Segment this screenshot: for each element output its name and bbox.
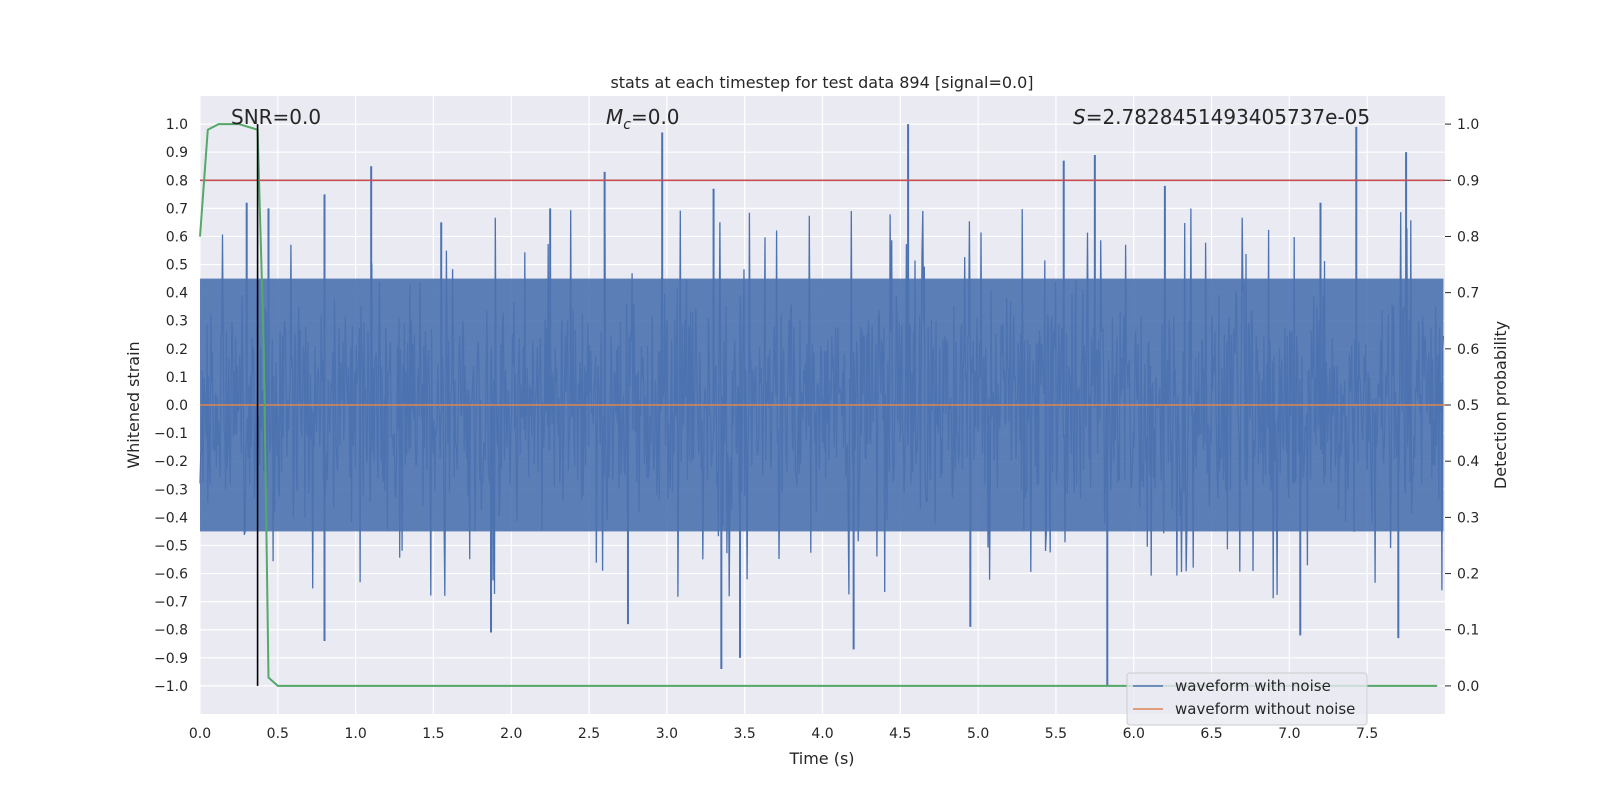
x-tick-label: 6.5 <box>1200 726 1222 742</box>
legend-label-without-noise: waveform without noise <box>1175 700 1355 718</box>
y-left-tick-label: −0.9 <box>154 651 188 667</box>
mc-symbol: M <box>606 105 623 129</box>
y-left-tick-label: 0.5 <box>166 258 188 274</box>
y-left-tick-label: −1.0 <box>154 679 188 695</box>
x-axis-label: Time (s) <box>788 749 854 768</box>
x-tick-label: 3.5 <box>734 726 756 742</box>
x-tick-label: 0.5 <box>267 726 289 742</box>
y-left-tick-label: −0.3 <box>154 482 188 498</box>
legend-box <box>1126 672 1368 726</box>
x-tick-label: 7.5 <box>1356 726 1378 742</box>
x-tick-label: 5.0 <box>967 726 989 742</box>
y-left-tick-label: −0.1 <box>154 426 188 442</box>
x-tick-label: 1.5 <box>422 726 444 742</box>
x-tick-label: 7.0 <box>1278 726 1300 742</box>
y-left-tick-label: −0.7 <box>154 595 188 611</box>
y-right-tick-label: 0.7 <box>1457 286 1479 302</box>
y-left-tick-label: 0.7 <box>166 201 188 217</box>
x-tick-label: 2.5 <box>578 726 600 742</box>
y-left-tick-label: 0.9 <box>166 145 188 161</box>
y-right-tick-label: 0.3 <box>1457 510 1479 526</box>
y-left-tick-label: −0.6 <box>154 567 188 583</box>
chart-title: stats at each timestep for test data 894… <box>610 73 1033 92</box>
s-annotation: S=2.7828451493405737e-05 <box>1073 105 1370 129</box>
y-left-tick-label: −0.4 <box>154 510 188 526</box>
y-left-tick-label: −0.8 <box>154 623 188 639</box>
y-right-tick-label: 0.1 <box>1457 623 1479 639</box>
snr-annotation: SNR=0.0 <box>231 105 321 129</box>
y-left-tick-label: 0.6 <box>166 229 188 245</box>
s-value: =2.7828451493405737e-05 <box>1086 105 1370 129</box>
y-right-tick-label: 0.8 <box>1457 229 1479 245</box>
mc-subscript: c <box>623 117 631 133</box>
y-axis-right: 1.0 0.9 0.8 0.7 0.6 0.5 0.4 0.3 0.2 0.1 0.0 <box>1445 117 1479 695</box>
y-axis-right-label: Detection probability <box>1491 321 1510 489</box>
y-left-tick-label: −0.2 <box>154 454 188 470</box>
legend: waveform with noise waveform without noi… <box>1126 672 1368 726</box>
x-tick-label: 0.0 <box>189 726 211 742</box>
y-left-tick-label: −0.5 <box>154 538 188 554</box>
x-tick-label: 3.0 <box>656 726 678 742</box>
x-axis: 0.0 0.5 1.0 1.5 2.0 2.5 3.0 3.5 4.0 4.5 5.0 5.5 6.0 6… <box>189 726 1378 742</box>
y-right-tick-label: 0.6 <box>1457 342 1479 358</box>
y-right-tick-label: 1.0 <box>1457 117 1479 133</box>
s-symbol: S <box>1073 105 1086 129</box>
y-axis-left: 1.0 0.9 0.8 0.7 0.6 0.5 0.4 0.3 0.2 0.1 0.0 −0.1 −0.… <box>154 117 188 695</box>
y-right-tick-label: 0.0 <box>1457 679 1479 695</box>
y-left-tick-label: 0.0 <box>166 398 188 414</box>
y-right-tick-label: 0.2 <box>1457 567 1479 583</box>
x-tick-label: 4.5 <box>889 726 911 742</box>
x-tick-label: 4.0 <box>811 726 833 742</box>
y-left-tick-label: 0.8 <box>166 173 188 189</box>
y-left-tick-label: 0.2 <box>166 342 188 358</box>
y-right-tick-label: 0.9 <box>1457 173 1479 189</box>
y-right-tick-label: 0.5 <box>1457 398 1479 414</box>
y-left-tick-label: 0.4 <box>166 286 188 302</box>
y-axis-left-label: Whitened strain <box>124 341 143 468</box>
y-left-tick-label: 0.1 <box>166 370 188 386</box>
y-right-tick-label: 0.4 <box>1457 454 1479 470</box>
mc-annotation: Mc=0.0 <box>606 105 680 133</box>
x-tick-label: 2.0 <box>500 726 522 742</box>
x-tick-label: 5.5 <box>1045 726 1067 742</box>
overlays <box>199 123 1445 687</box>
y-left-tick-label: 1.0 <box>166 117 188 133</box>
x-tick-label: 1.0 <box>344 726 366 742</box>
mc-value: =0.0 <box>631 105 680 129</box>
legend-label-with-noise: waveform with noise <box>1175 677 1331 695</box>
y-left-tick-label: 0.3 <box>166 314 188 330</box>
x-tick-label: 6.0 <box>1123 726 1145 742</box>
